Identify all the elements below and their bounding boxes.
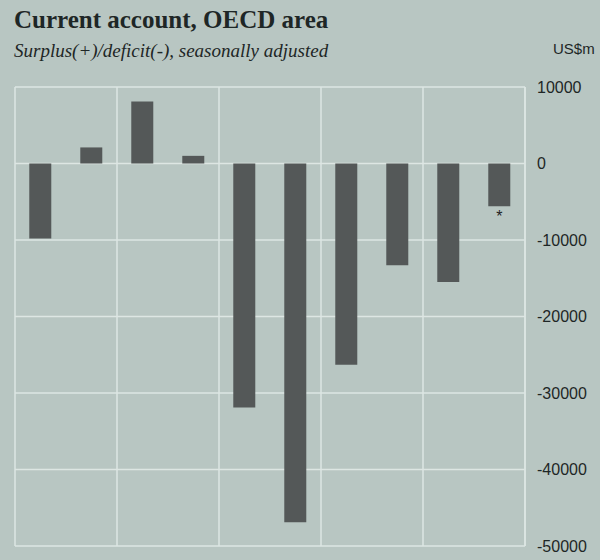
svg-text:0: 0 [537, 155, 546, 172]
html-text:Surplus(+)/deficit(-), seasona: Surplus(+)/deficit(-), seasonally adjust… [14, 40, 329, 61]
svg-text:*: * [496, 208, 502, 225]
svg-text:10000: 10000 [537, 79, 582, 96]
svg-text:-10000: -10000 [537, 232, 587, 249]
html-text:US$m: US$m [553, 40, 595, 57]
svg-text:-50000: -50000 [537, 538, 587, 555]
svg-text:-20000: -20000 [537, 308, 587, 325]
html-text:Current account, OECD area: Current account, OECD area [14, 6, 329, 33]
svg-text:-30000: -30000 [537, 385, 587, 402]
svg-text:-40000: -40000 [537, 461, 587, 478]
